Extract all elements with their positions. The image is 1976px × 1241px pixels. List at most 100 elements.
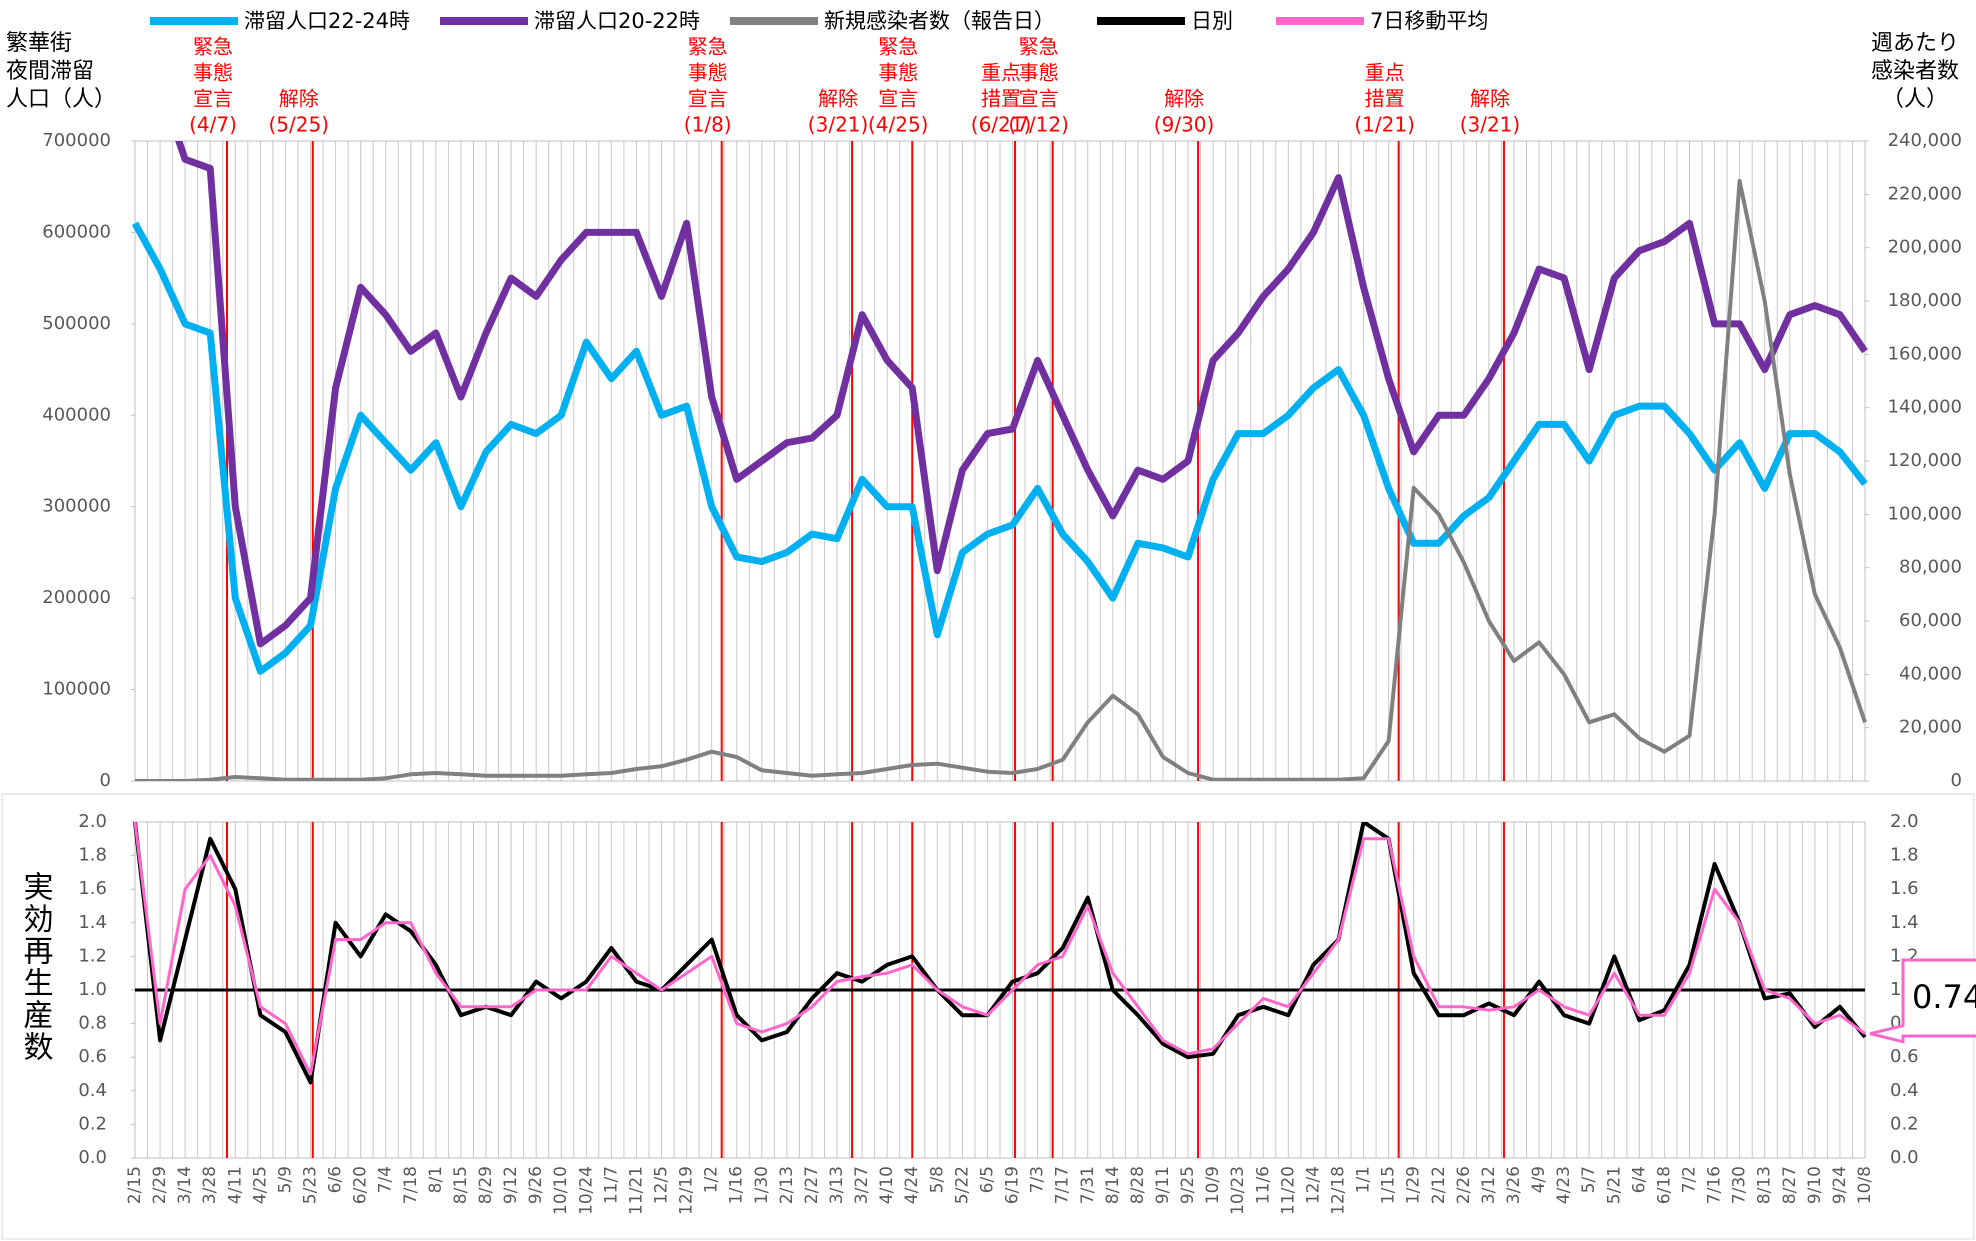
event-label: (5/25) <box>268 113 329 137</box>
y-tick-label: 1.0 <box>78 979 107 1000</box>
event-label: 宣言 <box>878 87 918 111</box>
x-tick-label: 6/6 <box>326 1166 346 1193</box>
event-label: 緊急 <box>193 35 233 59</box>
x-tick-label: 6/4 <box>1629 1166 1649 1193</box>
x-tick-label: 1/15 <box>1379 1166 1399 1204</box>
x-tick-label: 1/16 <box>727 1166 747 1204</box>
series-line <box>133 822 1866 1076</box>
event-label: (6/21) <box>971 113 1032 137</box>
y2-tick-label: 0.4 <box>1890 1080 1919 1101</box>
y2-tick-label: 1.4 <box>1890 912 1919 933</box>
x-tick-label: 7/2 <box>1679 1166 1699 1193</box>
x-tick-label: 5/7 <box>1579 1166 1599 1193</box>
y2-tick-label: 240,000 <box>1888 130 1962 151</box>
x-tick-label: 8/14 <box>1103 1166 1123 1204</box>
x-tick-label: 3/28 <box>200 1166 220 1204</box>
event-label: (1/21) <box>1354 113 1415 137</box>
y2-axis-title: （人） <box>1882 87 1948 112</box>
x-tick-label: 3/14 <box>175 1166 195 1204</box>
event-label: (4/25) <box>868 113 929 137</box>
y-tick-label: 0 <box>100 770 111 791</box>
y2-tick-label: 200,000 <box>1888 237 1962 258</box>
legend-label: 日別 <box>1191 9 1233 33</box>
x-tick-label: 10/9 <box>1203 1166 1223 1204</box>
x-tick-label: 7/3 <box>1028 1166 1048 1193</box>
x-tick-label: 11/6 <box>1253 1166 1273 1204</box>
legend-label: 新規感染者数（報告日） <box>824 9 1055 33</box>
y-tick-label: 200000 <box>42 587 111 608</box>
y2-tick-label: 160,000 <box>1888 343 1962 364</box>
x-tick-label: 9/25 <box>1178 1166 1198 1204</box>
x-tick-label: 4/24 <box>902 1166 922 1204</box>
y2-tick-label: 60,000 <box>1899 610 1962 631</box>
x-tick-label: 6/19 <box>1003 1166 1023 1204</box>
event-label: 措置 <box>981 87 1021 111</box>
event-label: 宣言 <box>1019 87 1059 111</box>
y2-tick-label: 140,000 <box>1888 397 1962 418</box>
x-tick-label: 12/18 <box>1328 1166 1348 1215</box>
event-label: 事態 <box>688 61 728 85</box>
y2-tick-label: 1.6 <box>1890 878 1919 899</box>
y-tick-label: 400000 <box>42 404 111 425</box>
y-tick-label: 600000 <box>42 221 111 242</box>
x-tick-label: 11/21 <box>626 1166 646 1215</box>
y-tick-label: 0.2 <box>78 1113 107 1134</box>
x-tick-label: 4/9 <box>1529 1166 1549 1193</box>
y2-tick-label: 80,000 <box>1899 557 1962 578</box>
y-axis-title: 繁華街 <box>6 31 72 56</box>
x-tick-label: 3/13 <box>827 1166 847 1204</box>
x-tick-label: 5/22 <box>952 1166 972 1204</box>
y2-tick-label: 0 <box>1951 770 1962 791</box>
y2-tick-label: 0.2 <box>1890 1113 1919 1134</box>
x-tick-label: 9/26 <box>526 1166 546 1204</box>
event-label: 重点 <box>1365 61 1405 85</box>
x-tick-label: 2/15 <box>125 1166 145 1204</box>
y-tick-label: 100000 <box>42 679 111 700</box>
x-tick-label: 5/21 <box>1604 1166 1624 1204</box>
event-label: 措置 <box>1365 87 1405 111</box>
x-tick-label: 11/20 <box>1278 1166 1298 1215</box>
x-tick-label: 5/8 <box>927 1166 947 1193</box>
event-label: (7/12) <box>1008 113 1069 137</box>
y2-tick-label: 1.8 <box>1890 845 1919 866</box>
x-tick-label: 4/10 <box>877 1166 897 1204</box>
y-tick-label: 2.0 <box>78 811 107 832</box>
y-tick-label: 500000 <box>42 313 111 334</box>
y-axis-title: 夜間滞留 <box>6 59 94 84</box>
x-tick-label: 7/4 <box>376 1166 396 1193</box>
legend-label: 滞留人口20-22時 <box>534 9 700 33</box>
event-label: 事態 <box>1019 61 1059 85</box>
x-tick-label: 9/12 <box>501 1166 521 1204</box>
x-tick-label: 8/27 <box>1780 1166 1800 1204</box>
x-tick-label: 7/17 <box>1053 1166 1073 1204</box>
event-label: (4/7) <box>189 113 237 137</box>
x-tick-label: 10/24 <box>576 1166 596 1215</box>
x-tick-label: 3/26 <box>1504 1166 1524 1204</box>
x-tick-label: 6/18 <box>1654 1166 1674 1204</box>
y2-tick-label: 0.0 <box>1890 1147 1919 1168</box>
x-tick-label: 9/10 <box>1805 1166 1825 1204</box>
x-tick-label: 3/27 <box>852 1166 872 1204</box>
event-label: 宣言 <box>688 87 728 111</box>
x-tick-label: 9/11 <box>1153 1166 1173 1204</box>
event-label: 宣言 <box>193 87 233 111</box>
x-tick-label: 12/19 <box>677 1166 697 1215</box>
y-tick-label: 0.6 <box>78 1046 107 1067</box>
y-tick-label: 1.2 <box>78 945 107 966</box>
event-label: 解除 <box>1470 87 1510 111</box>
y2-tick-label: 180,000 <box>1888 290 1962 311</box>
x-tick-label: 8/13 <box>1755 1166 1775 1204</box>
x-tick-label: 7/18 <box>401 1166 421 1204</box>
y-axis-title: 人口（人） <box>6 87 116 112</box>
x-tick-label: 8/29 <box>476 1166 496 1204</box>
x-tick-label: 5/23 <box>301 1166 321 1204</box>
event-label: 解除 <box>818 87 858 111</box>
y2-axis-title: 感染者数 <box>1871 59 1959 84</box>
x-tick-label: 8/15 <box>451 1166 471 1204</box>
y-tick-label: 0.8 <box>78 1013 107 1034</box>
event-label: 解除 <box>279 87 319 111</box>
event-label: (3/21) <box>1460 113 1521 137</box>
y-tick-label: 300000 <box>42 496 111 517</box>
